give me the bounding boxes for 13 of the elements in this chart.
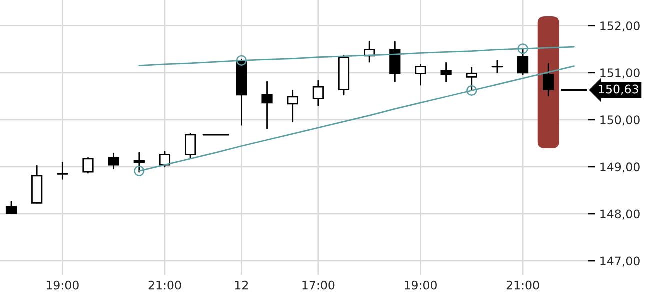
x-tick-label: 12 [235,280,248,290]
y-tick-label: 149,00 [600,162,640,173]
x-tick-label: 21:00 [148,280,182,290]
x-tick-label: 19:00 [46,280,79,290]
y-tick-label: 148,00 [600,210,640,220]
x-tick-label: 21:00 [506,280,540,290]
y-tick-label: 150,00 [600,116,640,126]
y-tick-label: 151,00 [600,68,640,79]
y-tick-label: 152,00 [600,22,640,32]
y-tick-label: 147,00 [600,256,640,267]
text: 150,63 [599,84,638,95]
x-tick-label: 19:00 [405,280,437,290]
x-tick-label: 17:00 [302,280,335,290]
